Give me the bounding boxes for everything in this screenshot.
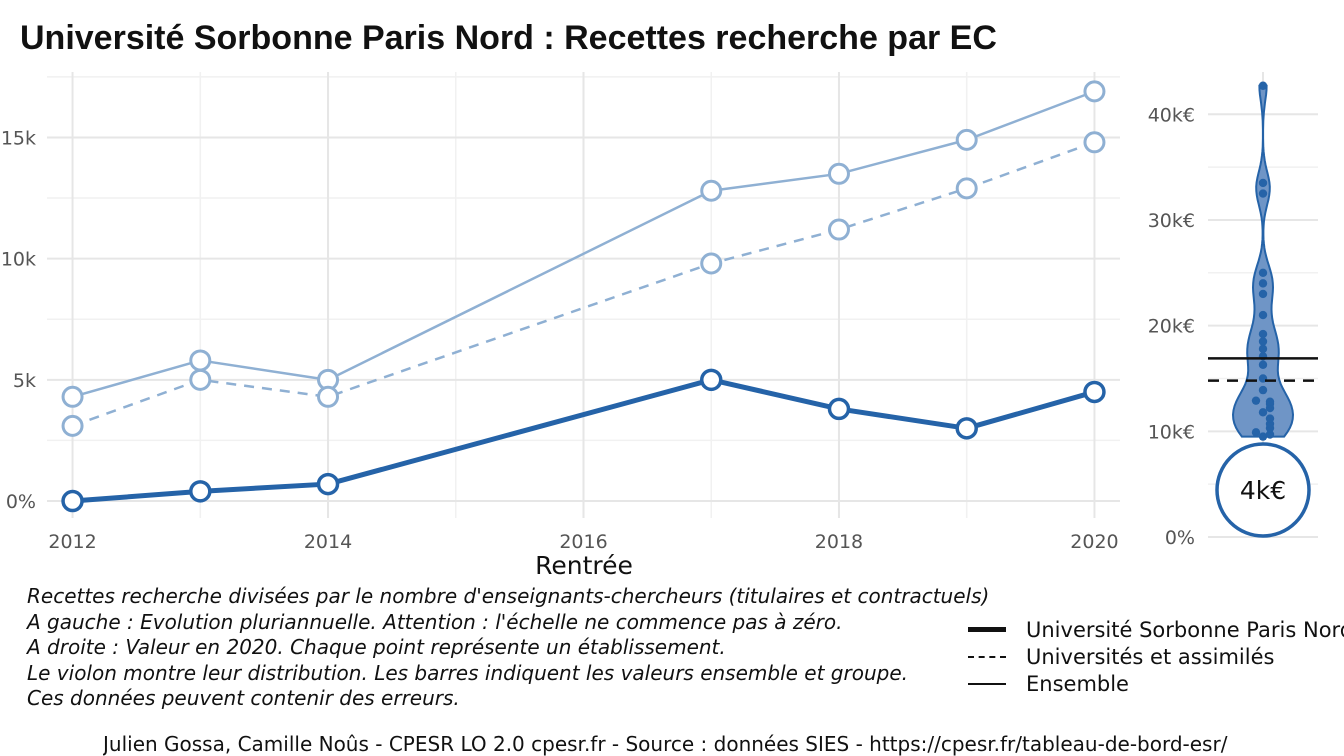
evolution-panel: 0% 5k 10k 15k 2012 2014 2016 2018 2020 bbox=[1, 72, 1120, 553]
data-point bbox=[955, 177, 978, 200]
legend: Université Sorbonne Paris Nord Universit… bbox=[968, 616, 1344, 697]
caption-line: A droite : Valeur en 2020. Chaque point … bbox=[27, 635, 726, 659]
y-tick-label: 0% bbox=[6, 491, 36, 513]
y-tick-label: 30k€ bbox=[1148, 210, 1195, 232]
establishment-dot bbox=[1258, 360, 1268, 369]
establishment-dot bbox=[1258, 385, 1268, 395]
institution-value-badge bbox=[1215, 442, 1311, 538]
establishment-dot bbox=[1258, 178, 1268, 188]
data-point bbox=[189, 480, 212, 503]
data-point bbox=[955, 128, 978, 151]
legend-key-solid-line bbox=[968, 682, 1006, 685]
caption-line: Le violon montre leur distribution. Les … bbox=[27, 660, 908, 685]
establishment-dot bbox=[1265, 414, 1275, 423]
data-point bbox=[827, 218, 850, 241]
data-point bbox=[1083, 380, 1106, 404]
legend-label: Université Sorbonne Paris Nord bbox=[1026, 617, 1344, 642]
legend-item-ensemble: Ensemble bbox=[968, 670, 1344, 697]
legend-key-dashed-line bbox=[968, 655, 1006, 658]
data-point bbox=[955, 417, 978, 440]
x-tick-label: 2014 bbox=[304, 531, 352, 553]
y-tick-label: 10k bbox=[1, 249, 36, 271]
data-point bbox=[700, 252, 723, 275]
legend-key-thick-line bbox=[968, 627, 1006, 632]
data-point bbox=[189, 349, 212, 372]
data-point bbox=[61, 414, 84, 437]
establishment-dot bbox=[1265, 430, 1275, 439]
y-tick-label: 5k bbox=[13, 370, 36, 392]
y-tick-label: 20k€ bbox=[1148, 316, 1195, 338]
legend-item-universities: Universités et assimilés bbox=[968, 643, 1344, 670]
data-point bbox=[827, 162, 850, 185]
y-tick-label: 10k€ bbox=[1148, 421, 1195, 443]
x-tick-label: 2020 bbox=[1070, 531, 1118, 553]
x-tick-label: 2016 bbox=[559, 531, 607, 553]
establishment-dot bbox=[1265, 397, 1275, 406]
establishment-dot bbox=[1258, 310, 1268, 320]
x-tick-label: 2012 bbox=[48, 531, 96, 553]
violin-panel: 0% 10k€ 20k€ 30k€ 40k€ 4k€ bbox=[1148, 72, 1318, 549]
establishment-dot bbox=[1251, 396, 1261, 405]
caption-line: Ces données peuvent contenir des erreurs… bbox=[27, 686, 460, 710]
y-tick-label: 15k bbox=[1, 127, 36, 149]
data-point bbox=[61, 489, 84, 513]
chart-canvas: Université Sorbonne Paris Nord : Recette… bbox=[1, 19, 1318, 580]
chart-title: Université Sorbonne Paris Nord : Recette… bbox=[20, 19, 997, 57]
caption: Recettes recherche divisées par le nombr… bbox=[27, 584, 990, 712]
legend-item-institution: Université Sorbonne Paris Nord bbox=[968, 616, 1344, 643]
establishment-dot bbox=[1258, 81, 1268, 90]
y-tick-label: 0% bbox=[1165, 527, 1195, 549]
establishment-dot bbox=[1251, 428, 1261, 437]
data-point bbox=[61, 385, 84, 408]
x-axis-label: Rentrée bbox=[535, 551, 633, 580]
data-point bbox=[1083, 80, 1106, 103]
establishment-dot bbox=[1258, 408, 1268, 417]
establishment-dot bbox=[1258, 337, 1268, 346]
violin-shape bbox=[1231, 84, 1295, 438]
data-point bbox=[1083, 131, 1106, 154]
establishment-dot bbox=[1258, 289, 1268, 299]
source-credit: Julien Gossa, Camille Noûs - CPESR LO 2.… bbox=[103, 732, 1228, 756]
data-point bbox=[317, 385, 340, 408]
data-point bbox=[699, 368, 723, 392]
establishment-dot bbox=[1258, 432, 1268, 441]
institution-value-label: 4k€ bbox=[1240, 476, 1286, 505]
establishment-dot bbox=[1258, 268, 1268, 277]
x-tick-label: 2018 bbox=[815, 531, 863, 553]
establishment-dot bbox=[1258, 189, 1268, 198]
caption-line: Recettes recherche divisées par le nombr… bbox=[27, 584, 990, 608]
data-point bbox=[827, 397, 851, 421]
caption-line: A gauche : Evolution pluriannuelle. Atte… bbox=[27, 609, 843, 634]
establishment-dot bbox=[1258, 279, 1268, 288]
y-tick-label: 40k€ bbox=[1148, 104, 1195, 126]
data-point bbox=[316, 472, 340, 496]
data-point bbox=[700, 179, 723, 202]
legend-label: Ensemble bbox=[1026, 671, 1129, 696]
establishment-dot bbox=[1258, 344, 1268, 354]
data-point bbox=[189, 368, 212, 391]
establishment-dot bbox=[1258, 329, 1268, 339]
legend-label: Universités et assimilés bbox=[1026, 644, 1275, 669]
